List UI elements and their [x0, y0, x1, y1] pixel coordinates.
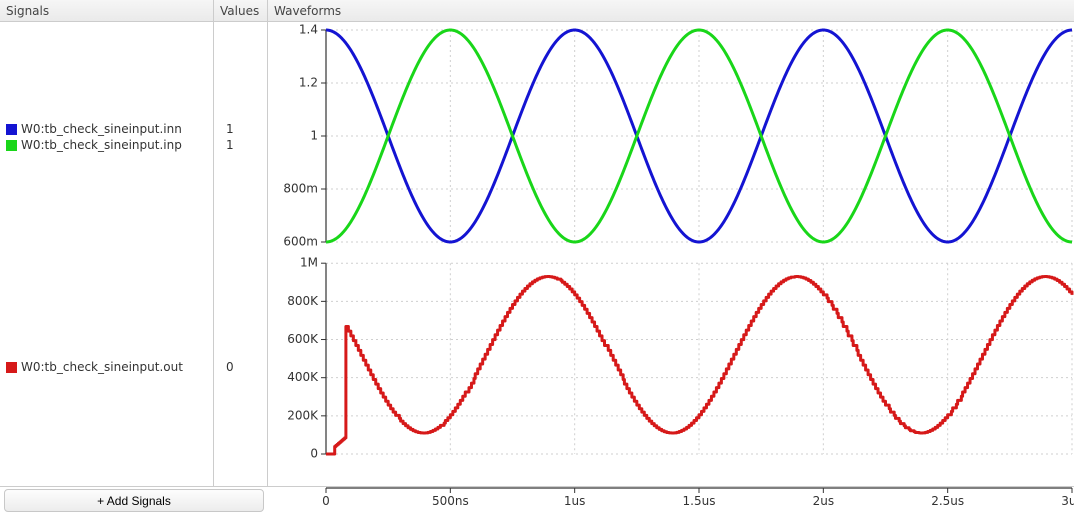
svg-text:800m: 800m	[283, 182, 318, 196]
signal-label: W0:tb_check_sineinput.out	[21, 360, 183, 374]
values-rows: 11 0	[214, 22, 267, 486]
x-axis: 0 500ns 1us 1.5us 2us 2.5us 3us	[268, 487, 1074, 514]
svg-text:400K: 400K	[287, 370, 319, 384]
svg-text:1.4: 1.4	[299, 23, 318, 37]
svg-text:2.5us: 2.5us	[931, 494, 964, 508]
svg-text:3us: 3us	[1061, 494, 1074, 508]
signal-color-swatch	[6, 362, 17, 373]
waveform-trace	[326, 277, 1072, 454]
values-header: Values	[214, 0, 267, 22]
waveform-plot[interactable]: 600m 800m 1 1.2 1.4 0 200K 400K 600K 800K 1M	[268, 22, 1074, 486]
svg-text:200K: 200K	[287, 408, 319, 422]
signals-rows: W0:tb_check_sineinput.inn W0:tb_check_sin…	[0, 22, 213, 486]
signal-row[interactable]: W0:tb_check_sineinput.out	[6, 359, 213, 375]
signal-row[interactable]: W0:tb_check_sineinput.inp	[6, 137, 213, 153]
svg-text:1M: 1M	[300, 256, 318, 270]
waveforms-column: Waveforms 600m 800m 1 1.2 1.4 0 200K 400K 600K 80…	[268, 0, 1074, 486]
svg-text:500ns: 500ns	[432, 494, 469, 508]
svg-text:600m: 600m	[283, 235, 318, 249]
svg-text:600K: 600K	[287, 332, 319, 346]
svg-text:1: 1	[310, 129, 318, 143]
svg-text:800K: 800K	[287, 294, 319, 308]
svg-text:1.2: 1.2	[299, 76, 318, 90]
signal-value: 1	[220, 137, 267, 153]
signal-color-swatch	[6, 124, 17, 135]
signal-label: W0:tb_check_sineinput.inp	[21, 138, 182, 152]
signal-value: 1	[220, 121, 267, 137]
values-column: Values 11 0	[214, 0, 268, 486]
svg-text:1.5us: 1.5us	[683, 494, 716, 508]
svg-text:0: 0	[310, 447, 318, 461]
signal-row[interactable]: W0:tb_check_sineinput.inn	[6, 121, 213, 137]
signal-label: W0:tb_check_sineinput.inn	[21, 122, 182, 136]
footer: + Add Signals 0 500ns 1us 1.5us 2us 2.5us 3us	[0, 486, 1074, 514]
signals-column: Signals W0:tb_check_sineinput.innW0:tb_c…	[0, 0, 214, 486]
signal-color-swatch	[6, 140, 17, 151]
svg-text:0: 0	[322, 494, 330, 508]
signal-value: 0	[220, 359, 267, 375]
waveforms-header: Waveforms	[268, 0, 1074, 22]
signals-header: Signals	[0, 0, 213, 22]
add-signals-button[interactable]: + Add Signals	[4, 489, 264, 512]
svg-text:1us: 1us	[564, 494, 586, 508]
svg-text:2us: 2us	[813, 494, 835, 508]
